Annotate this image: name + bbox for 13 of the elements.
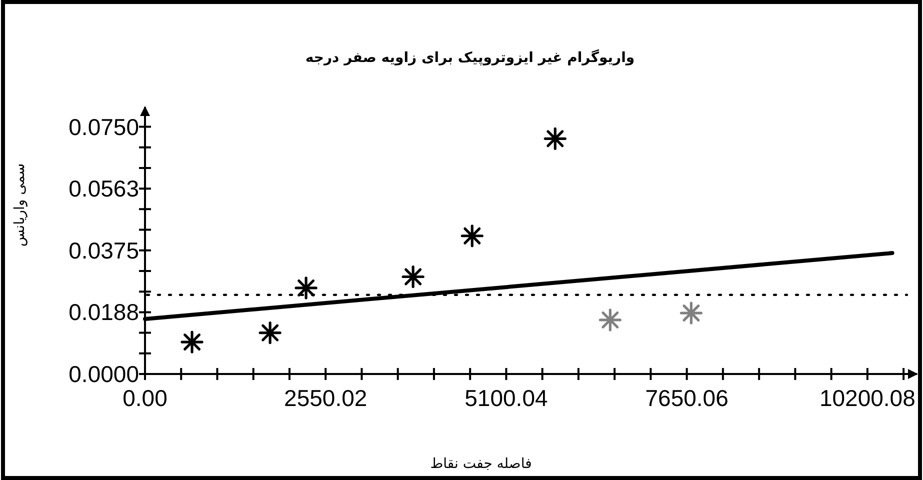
y-tick-label: 0.0750 [68, 114, 139, 140]
x-tick-label: 2550.02 [284, 385, 368, 411]
title: واریوگرام غیر ایزوتروپیک برای زاویه صفر درجه [305, 50, 635, 66]
xlabel: فاصله جفت نقاط [430, 456, 532, 472]
x-tick-label: 10200.08 [819, 385, 916, 411]
y-tick-label: 0.0563 [68, 176, 139, 202]
y-tick-label: 0.0375 [68, 237, 139, 264]
x-tick-label: 5100.04 [464, 385, 548, 411]
y-tick-label: 0.0000 [68, 361, 139, 387]
x-tick-label: 7650.06 [645, 385, 728, 411]
ylabel: سمی واریانس [12, 163, 28, 247]
y-tick-label: 0.0188 [68, 299, 139, 326]
x-tick-label: 0.00 [122, 385, 168, 411]
